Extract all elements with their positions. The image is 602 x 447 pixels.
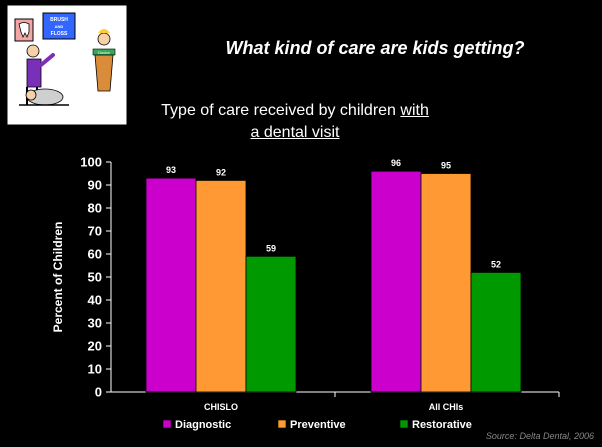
dentist-clipart-drawing: BRUSH AND FLOSS Doctor bbox=[7, 5, 127, 125]
podium-label: Doctor bbox=[98, 50, 110, 55]
bar-preventive bbox=[195, 179, 247, 393]
legend-label-preventive: Preventive bbox=[290, 419, 346, 431]
chart-subtitle: Type of care received by children with a… bbox=[140, 100, 450, 144]
dentist-clipart: BRUSH AND FLOSS Doctor bbox=[7, 5, 127, 125]
x-tick-label: CHISLO bbox=[204, 402, 238, 412]
y-tick-label: 50 bbox=[88, 270, 102, 285]
legend-label-restorative: Restorative bbox=[412, 419, 472, 431]
y-axis-title: Percent of Children bbox=[51, 222, 65, 333]
legend-swatch-diagnostic bbox=[162, 419, 172, 429]
subtitle-underlined-1: with bbox=[400, 102, 429, 119]
y-tick-label: 0 bbox=[95, 385, 102, 400]
y-tick-label: 10 bbox=[88, 362, 102, 377]
y-tick-label: 60 bbox=[88, 247, 102, 262]
bar-restorative bbox=[470, 272, 522, 393]
y-tick-label: 90 bbox=[88, 178, 102, 193]
data-label: 96 bbox=[391, 158, 401, 168]
legend-swatch-preventive bbox=[277, 419, 287, 429]
source-note: Source: Delta Dental, 2006 bbox=[485, 431, 594, 441]
page-title: What kind of care are kids getting? bbox=[225, 38, 525, 58]
y-tick-label: 80 bbox=[88, 201, 102, 216]
legend-label-diagnostic: Diagnostic bbox=[175, 419, 231, 431]
y-tick-label: 20 bbox=[88, 339, 102, 354]
x-tick-label: All CHIs bbox=[429, 402, 464, 412]
y-tick-label: 70 bbox=[88, 224, 102, 239]
y-tick-label: 100 bbox=[80, 155, 102, 170]
data-label: 59 bbox=[266, 243, 276, 253]
subtitle-text: Type of care received by children bbox=[161, 102, 401, 119]
bar-restorative bbox=[245, 255, 297, 393]
legend-swatch-restorative bbox=[399, 419, 409, 429]
subtitle-underlined-2: a dental visit bbox=[250, 124, 340, 141]
sign-line-3: FLOSS bbox=[51, 31, 68, 37]
data-label: 92 bbox=[216, 167, 226, 177]
data-label: 95 bbox=[441, 161, 451, 171]
y-tick-label: 30 bbox=[88, 316, 102, 331]
y-tick-label: 40 bbox=[88, 293, 102, 308]
sign-line-2: AND bbox=[55, 24, 64, 29]
data-label: 52 bbox=[491, 259, 501, 269]
bar-diagnostic bbox=[145, 177, 197, 393]
bar-preventive bbox=[420, 173, 472, 393]
bar-diagnostic bbox=[370, 170, 422, 393]
data-label: 93 bbox=[166, 165, 176, 175]
sign-line-1: BRUSH bbox=[50, 17, 68, 23]
bar-chart: 0 10 20 30 40 50 60 70 80 90 100 Percent of Childre… bbox=[51, 155, 560, 431]
